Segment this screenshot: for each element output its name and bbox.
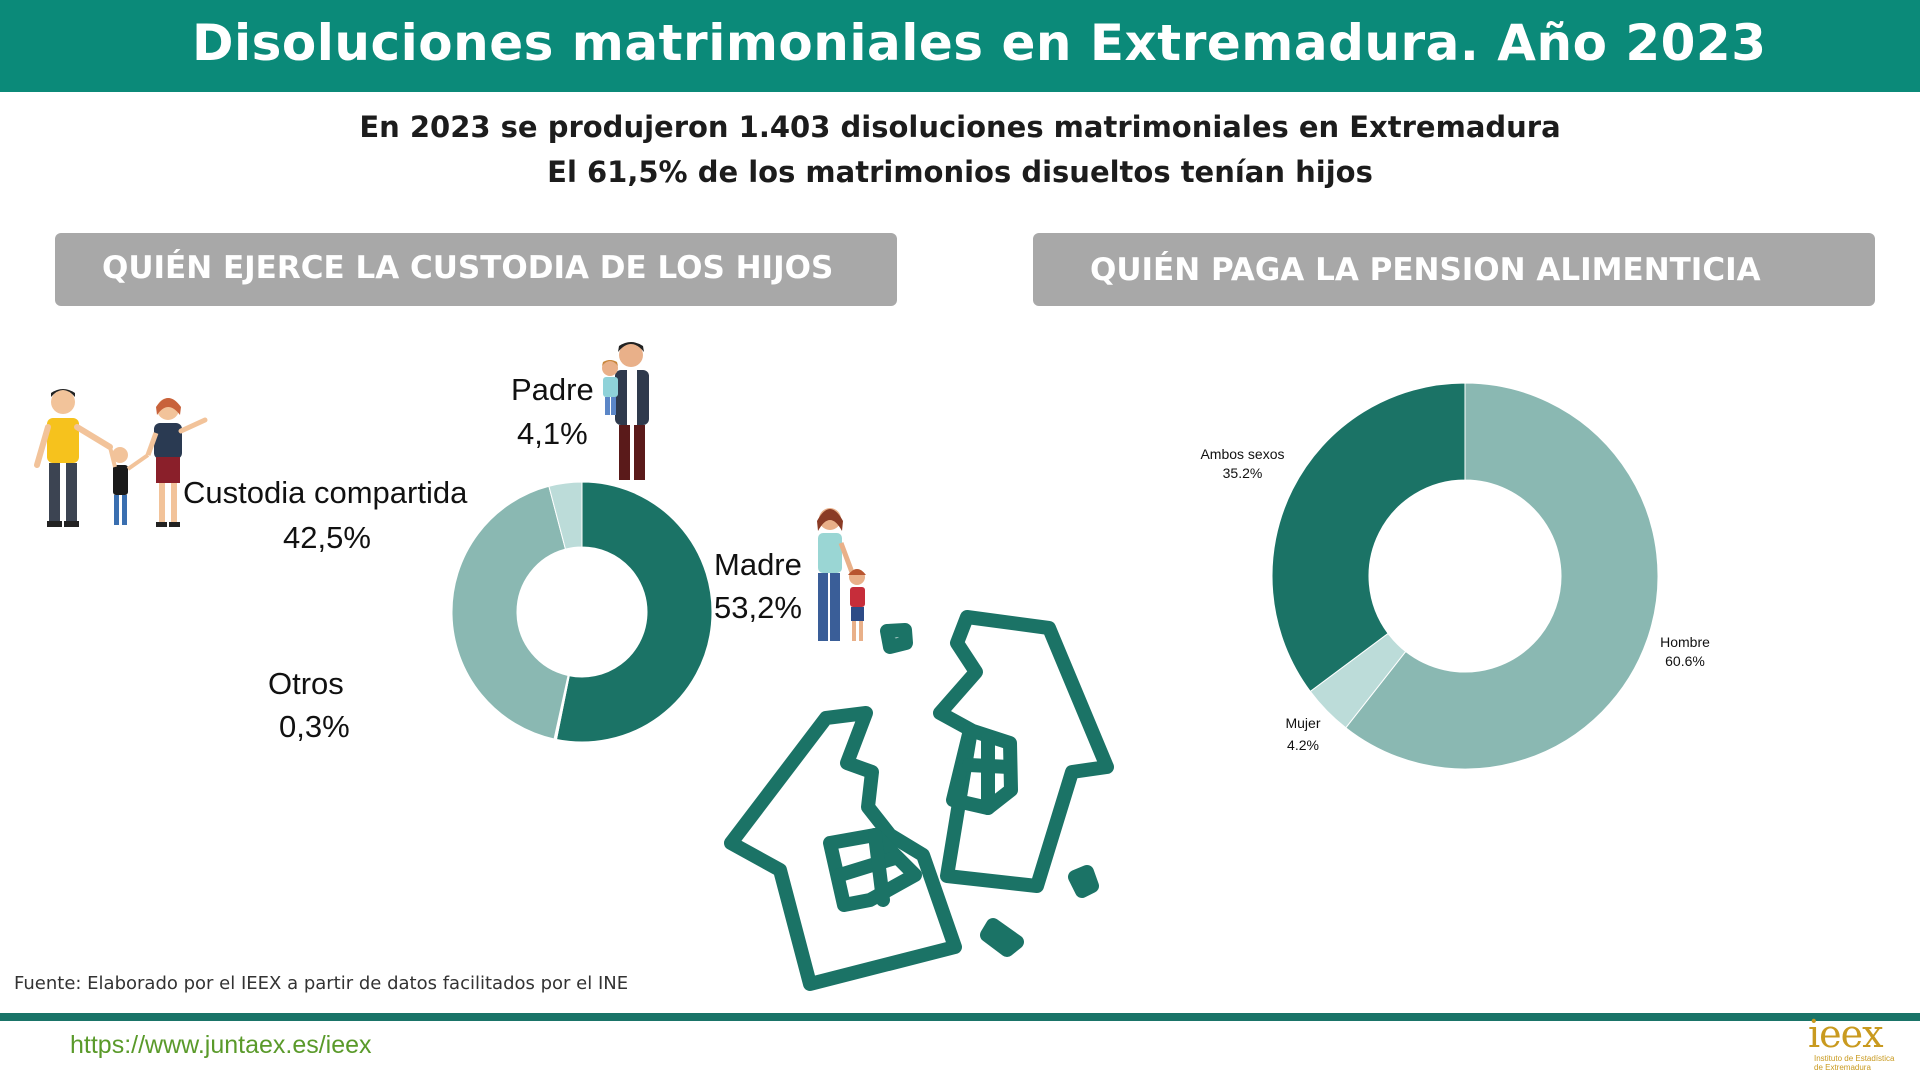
mujer-label: Mujer: [1285, 715, 1321, 731]
custody-slice-madre: [555, 481, 713, 743]
custody-slice-otros: [553, 674, 570, 741]
page-title: Disoluciones matrimoniales en Extremadur…: [192, 14, 1767, 72]
title-bar: Disoluciones matrimoniales en Extremadur…: [0, 0, 1920, 92]
compartida-value: 42,5%: [283, 520, 371, 555]
otros-value: 0,3%: [279, 709, 350, 744]
ambos-label: Ambos sexos: [1200, 446, 1285, 462]
custody-slice-padre: [548, 481, 583, 550]
pension-section-header: QUIÉN PAGA LA PENSION ALIMENTICIA: [1033, 233, 1875, 306]
madre-label: Madre: [714, 547, 802, 582]
pension-section-title: QUIÉN PAGA LA PENSION ALIMENTICIA: [1090, 252, 1761, 288]
otros-label: Otros: [268, 666, 344, 701]
madre-value: 53,2%: [714, 590, 802, 625]
summary-line-2: El 61,5% de los matrimonios disueltos te…: [547, 155, 1373, 189]
mujer-value: 4.2%: [1287, 737, 1319, 753]
footer-divider: [0, 1013, 1920, 1021]
broken-house-icon: [724, 610, 1114, 991]
hombre-value: 60.6%: [1665, 653, 1705, 669]
pension-slice-mujer: [1309, 632, 1407, 729]
compartida-label: Custodia compartida: [183, 475, 468, 510]
hombre-label: Hombre: [1660, 634, 1710, 650]
website-link[interactable]: https://www.juntaex.es/ieex: [70, 1031, 372, 1059]
custody-section-header: QUIÉN EJERCE LA CUSTODIA DE LOS HIJOS: [55, 233, 897, 306]
mother-with-child-icon: [817, 508, 866, 641]
custody-section-title: QUIÉN EJERCE LA CUSTODIA DE LOS HIJOS: [102, 250, 834, 286]
padre-label: Padre: [511, 372, 594, 407]
custody-slice-custodia-compartida: [451, 485, 569, 740]
pension-slice-ambos-sexos: [1271, 382, 1466, 693]
shared-custody-family-icon: [34, 389, 208, 527]
father-with-child-icon: [602, 342, 649, 480]
pension-slice-hombre: [1345, 382, 1659, 770]
ieex-logo-text: ieex: [1808, 1012, 1884, 1056]
padre-value: 4,1%: [517, 416, 588, 451]
ambos-value: 35.2%: [1222, 465, 1263, 481]
summary-line-1: En 2023 se produjeron 1.403 disoluciones…: [359, 110, 1561, 144]
ieex-logo-subtitle: Instituto de Estadística de Extremadura: [1814, 1054, 1895, 1072]
source-note: Fuente: Elaborado por el IEEX a partir d…: [14, 973, 629, 994]
ieex-logo: ieex Instituto de Estadística de Extrema…: [1808, 1012, 1898, 1074]
